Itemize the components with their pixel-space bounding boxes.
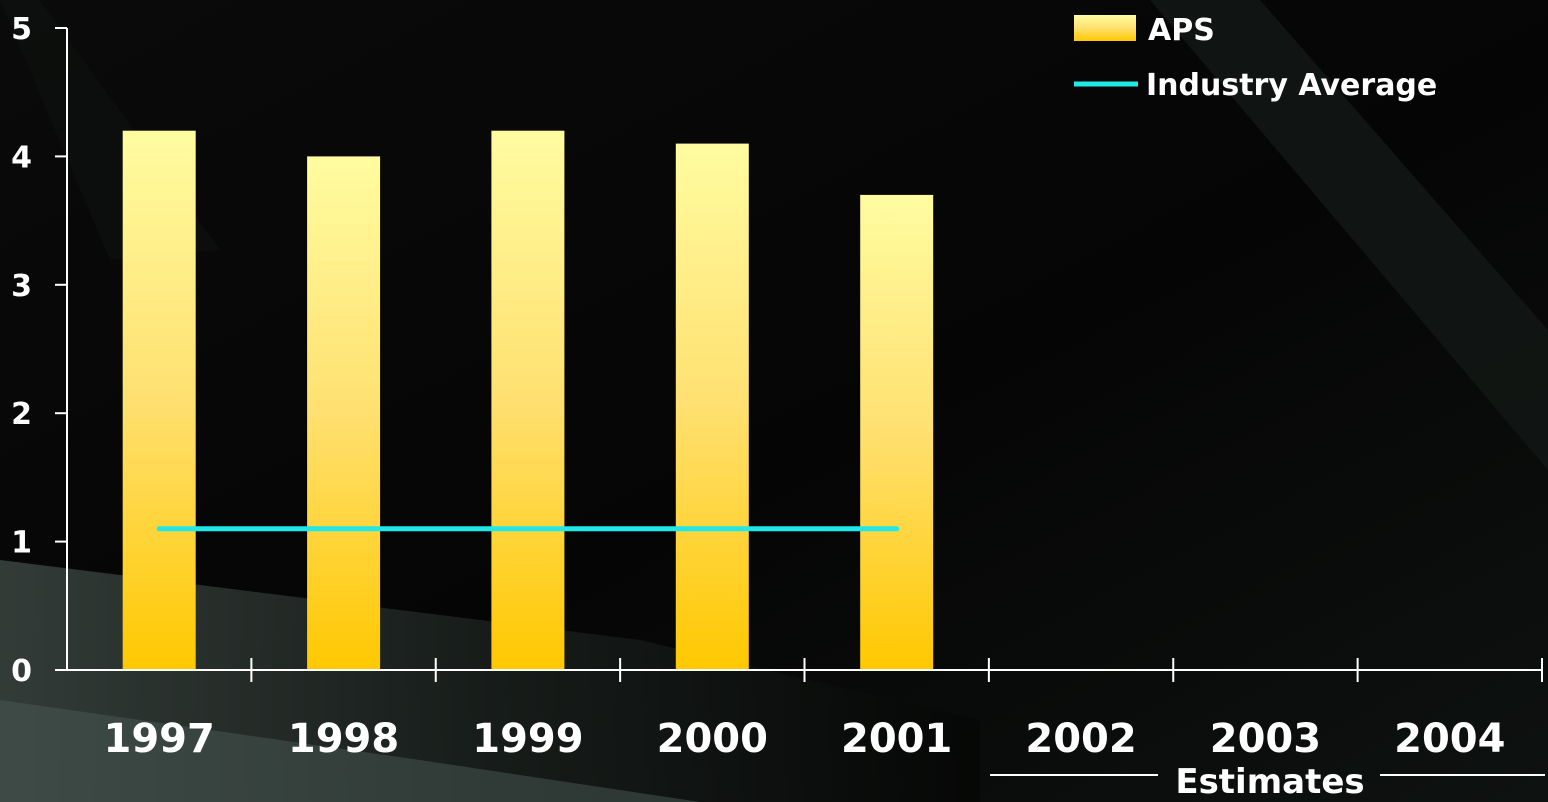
bar-1998 xyxy=(307,156,381,670)
bar-1997 xyxy=(122,130,196,670)
y-tick-label-0: 0 xyxy=(11,654,32,689)
legend-swatch-aps xyxy=(1074,15,1136,41)
x-tick-label-2004: 2004 xyxy=(1394,716,1505,762)
x-tick-label-2000: 2000 xyxy=(657,716,768,762)
x-tick-label-1998: 1998 xyxy=(288,716,399,762)
bar-2000 xyxy=(675,143,749,671)
background-sweep-highlight xyxy=(0,700,700,802)
x-tick-label-1999: 1999 xyxy=(472,716,583,762)
axes-layer xyxy=(55,27,1543,682)
labels-layer: 0 1 2 3 4 5 1997 1998 1999 2000 2001 2002 2003 2004 xyxy=(11,12,1505,762)
legend-label-aps: APS xyxy=(1148,13,1215,48)
bar-2001 xyxy=(860,194,934,670)
y-tick-label-4: 4 xyxy=(11,140,32,175)
y-tick-label-1: 1 xyxy=(11,526,32,561)
y-tick-label-2: 2 xyxy=(11,397,32,432)
legend: APS Industry Average xyxy=(1074,13,1437,103)
x-tick-label-2002: 2002 xyxy=(1025,716,1136,762)
estimates-label: Estimates xyxy=(1175,762,1364,802)
y-tick-label-5: 5 xyxy=(11,12,32,47)
x-tick-label-2003: 2003 xyxy=(1210,716,1321,762)
y-tick-label-3: 3 xyxy=(11,269,32,304)
bars-layer xyxy=(122,130,934,671)
background-diagonal xyxy=(1150,0,1548,470)
x-tick-label-1997: 1997 xyxy=(104,716,215,762)
legend-label-industry-average: Industry Average xyxy=(1146,68,1437,103)
bar-1999 xyxy=(491,130,565,670)
x-tick-label-2001: 2001 xyxy=(841,716,952,762)
estimates-bracket: Estimates xyxy=(990,762,1545,802)
